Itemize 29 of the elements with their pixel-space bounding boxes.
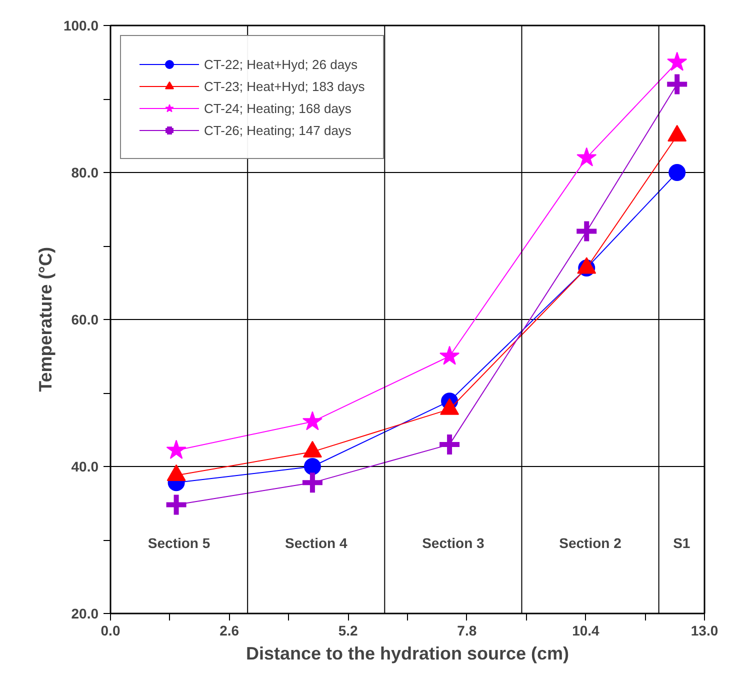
x-tick-label: 2.6 xyxy=(220,622,240,638)
point xyxy=(576,147,597,166)
annotation: S1 xyxy=(673,534,690,551)
x-axis-title: Distance to the hydration source (cm) xyxy=(246,644,570,664)
annotation: Section 3 xyxy=(422,534,485,551)
legend-label: CT-24; Heating; 168 days xyxy=(204,100,352,116)
point xyxy=(302,411,322,430)
y-axis-title: Temperature (°C) xyxy=(35,247,56,392)
y-tick-label: 100.0 xyxy=(63,18,99,34)
x-tick-label: 10.4 xyxy=(572,622,600,638)
annotation: Section 2 xyxy=(559,534,622,551)
y-tick-label: 20.0 xyxy=(71,606,99,622)
y-tick-label: 40.0 xyxy=(71,458,99,474)
x-tick-label: 0.0 xyxy=(100,622,120,638)
point xyxy=(667,52,688,71)
y-tick-label: 60.0 xyxy=(71,312,99,328)
legend-label: CT-22; Heat+Hyd; 26 days xyxy=(204,56,358,72)
legend-label: CT-26; Heating; 147 days xyxy=(204,122,352,138)
point xyxy=(440,346,460,365)
point xyxy=(668,164,686,181)
x-tick-label: 5.2 xyxy=(338,622,358,638)
x-tick-label: 13.0 xyxy=(690,622,718,638)
x-tick-label: 7.8 xyxy=(457,622,477,638)
legend-label: CT-23; Heat+Hyd; 183 days xyxy=(204,78,365,94)
annotation: Section 5 xyxy=(148,534,210,551)
point xyxy=(166,440,186,459)
y-tick-label: 80.0 xyxy=(71,164,99,180)
point xyxy=(304,458,321,475)
annotation: Section 4 xyxy=(284,534,348,551)
